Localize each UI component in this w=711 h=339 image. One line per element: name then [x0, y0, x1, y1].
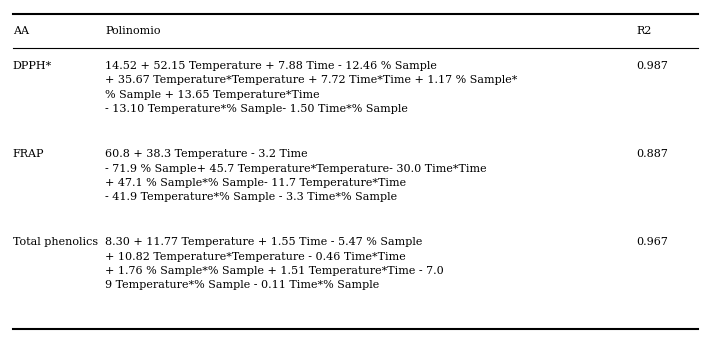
Text: 8.30 + 11.77 Temperature + 1.55 Time - 5.47 % Sample
+ 10.82 Temperature*Tempera: 8.30 + 11.77 Temperature + 1.55 Time - 5…	[105, 237, 444, 291]
Text: FRAP: FRAP	[13, 149, 44, 159]
Text: DPPH*: DPPH*	[13, 61, 52, 71]
Text: R2: R2	[636, 25, 652, 36]
Text: AA: AA	[13, 25, 29, 36]
Text: 0.987: 0.987	[636, 61, 668, 71]
Text: Polinomio: Polinomio	[105, 25, 161, 36]
Text: 14.52 + 52.15 Temperature + 7.88 Time - 12.46 % Sample
+ 35.67 Temperature*Tempe: 14.52 + 52.15 Temperature + 7.88 Time - …	[105, 61, 518, 114]
Text: 0.887: 0.887	[636, 149, 668, 159]
Text: 0.967: 0.967	[636, 237, 668, 247]
Text: 60.8 + 38.3 Temperature - 3.2 Time
- 71.9 % Sample+ 45.7 Temperature*Temperature: 60.8 + 38.3 Temperature - 3.2 Time - 71.…	[105, 149, 487, 202]
Text: Total phenolics: Total phenolics	[13, 237, 98, 247]
